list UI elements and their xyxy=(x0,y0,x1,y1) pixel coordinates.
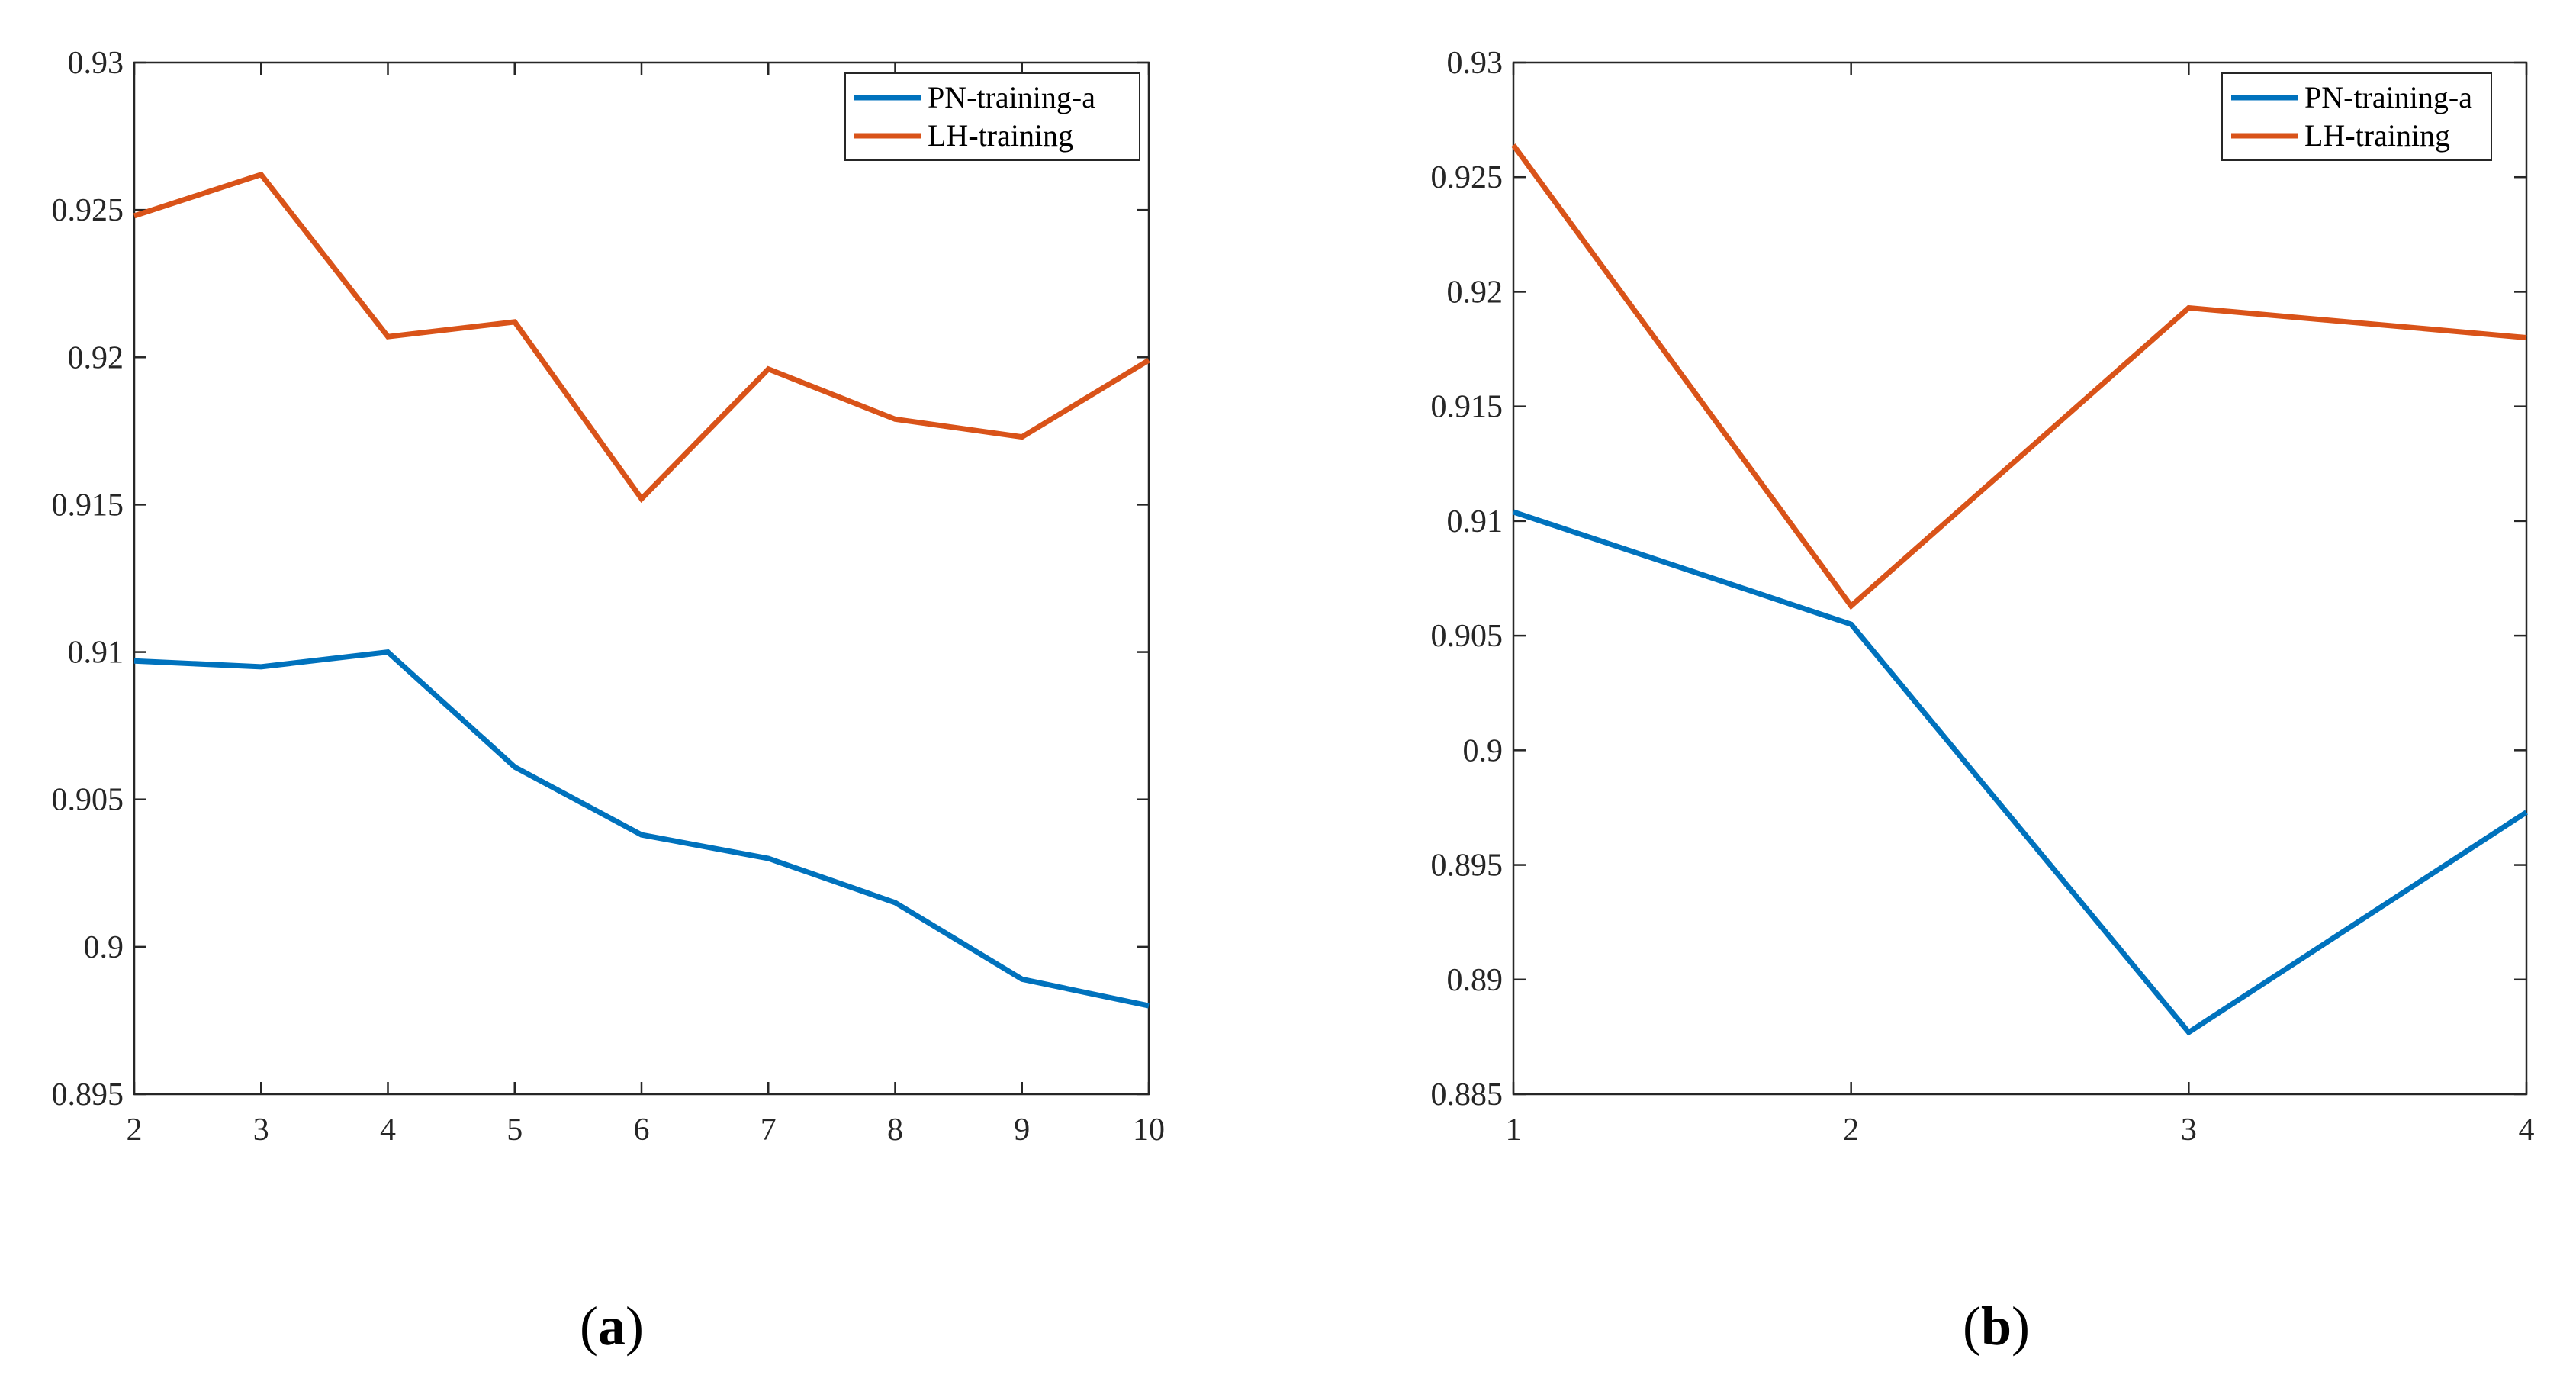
y-tick-label: 0.915 xyxy=(1431,390,1503,425)
legend-box xyxy=(844,72,1140,161)
x-tick-label: 5 xyxy=(507,1112,523,1148)
x-tick-label: 8 xyxy=(887,1112,903,1148)
x-tick-label: 6 xyxy=(634,1112,650,1148)
x-tick-label: 4 xyxy=(2519,1112,2535,1148)
x-tick-label: 2 xyxy=(127,1112,143,1148)
x-axis: 2 3 4 5 6 7 8 9 10 xyxy=(127,63,1165,1148)
series-line-pn-training-a xyxy=(133,649,1150,1009)
y-tick-label: 0.925 xyxy=(52,193,124,228)
caption-a: (a) xyxy=(580,1296,644,1357)
legend: PN-training-a LH-training xyxy=(844,72,1140,161)
y-tick-label: 0.905 xyxy=(52,783,124,818)
legend-label-lh-training: LH-training xyxy=(928,118,1073,153)
x-tick-label: 3 xyxy=(253,1112,269,1148)
plot-area-box xyxy=(1512,61,2528,1096)
legend-label-pn-training-a: PN-training-a xyxy=(928,80,1095,114)
y-tick-label: 0.91 xyxy=(1447,504,1503,539)
x-axis: 1 2 3 4 xyxy=(1506,63,2535,1148)
x-tick-label: 7 xyxy=(761,1112,777,1148)
caption-b: (b) xyxy=(1963,1296,2030,1357)
legend: PN-training-a LH-training xyxy=(2221,72,2492,161)
y-tick-label: 0.92 xyxy=(1447,275,1503,310)
chart-b: 1 2 3 40.8850.890.8950.90.9050.910.9150.920… xyxy=(1431,46,2535,1148)
series-line-lh-training xyxy=(133,171,1150,504)
legend-label-lh-training: LH-training xyxy=(2304,118,2450,153)
series-line-lh-training xyxy=(1511,143,2527,610)
x-tick-label: 1 xyxy=(1506,1112,1522,1148)
x-tick-label: 4 xyxy=(380,1112,396,1148)
y-axis: 0.895 0.9 0.905 0.91 0.915 0.92 0.925 0.93 xyxy=(52,46,1149,1112)
y-tick-label: 0.89 xyxy=(1447,963,1503,998)
y-tick-label: 0.885 xyxy=(1431,1077,1503,1112)
y-tick-label: 0.93 xyxy=(1447,46,1503,81)
y-tick-label: 0.92 xyxy=(68,340,124,375)
series-line-pn-training-a xyxy=(1512,509,2528,1036)
x-tick-label: 3 xyxy=(2181,1112,2197,1148)
y-tick-label: 0.9 xyxy=(1463,733,1503,768)
chart-a: 2 3 4 5 6 7 8 9 10 0.895 0.9 0.905 0.91 0.915 0.92 0.92… xyxy=(52,46,1166,1148)
legend-label-pn-training-a: PN-training-a xyxy=(2304,80,2472,114)
y-tick-label: 0.915 xyxy=(52,488,124,523)
legend-box xyxy=(2221,72,2492,161)
y-tick-label: 0.905 xyxy=(1431,619,1503,654)
x-tick-label: 10 xyxy=(1133,1112,1165,1148)
y-tick-label: 0.9 xyxy=(84,930,124,965)
x-tick-label: 9 xyxy=(1014,1112,1030,1148)
y-tick-label: 0.895 xyxy=(1431,848,1503,884)
y-tick-label: 0.91 xyxy=(68,636,124,671)
y-tick-label: 0.895 xyxy=(52,1077,124,1112)
y-axis: 0.885 0.89 0.895 0.9 0.905 0.91 0.915 0.92 0.925… xyxy=(1431,46,2526,1112)
y-tick-label: 0.93 xyxy=(68,46,124,81)
x-tick-label: 2 xyxy=(1843,1112,1859,1148)
y-tick-label: 0.925 xyxy=(1431,160,1503,195)
